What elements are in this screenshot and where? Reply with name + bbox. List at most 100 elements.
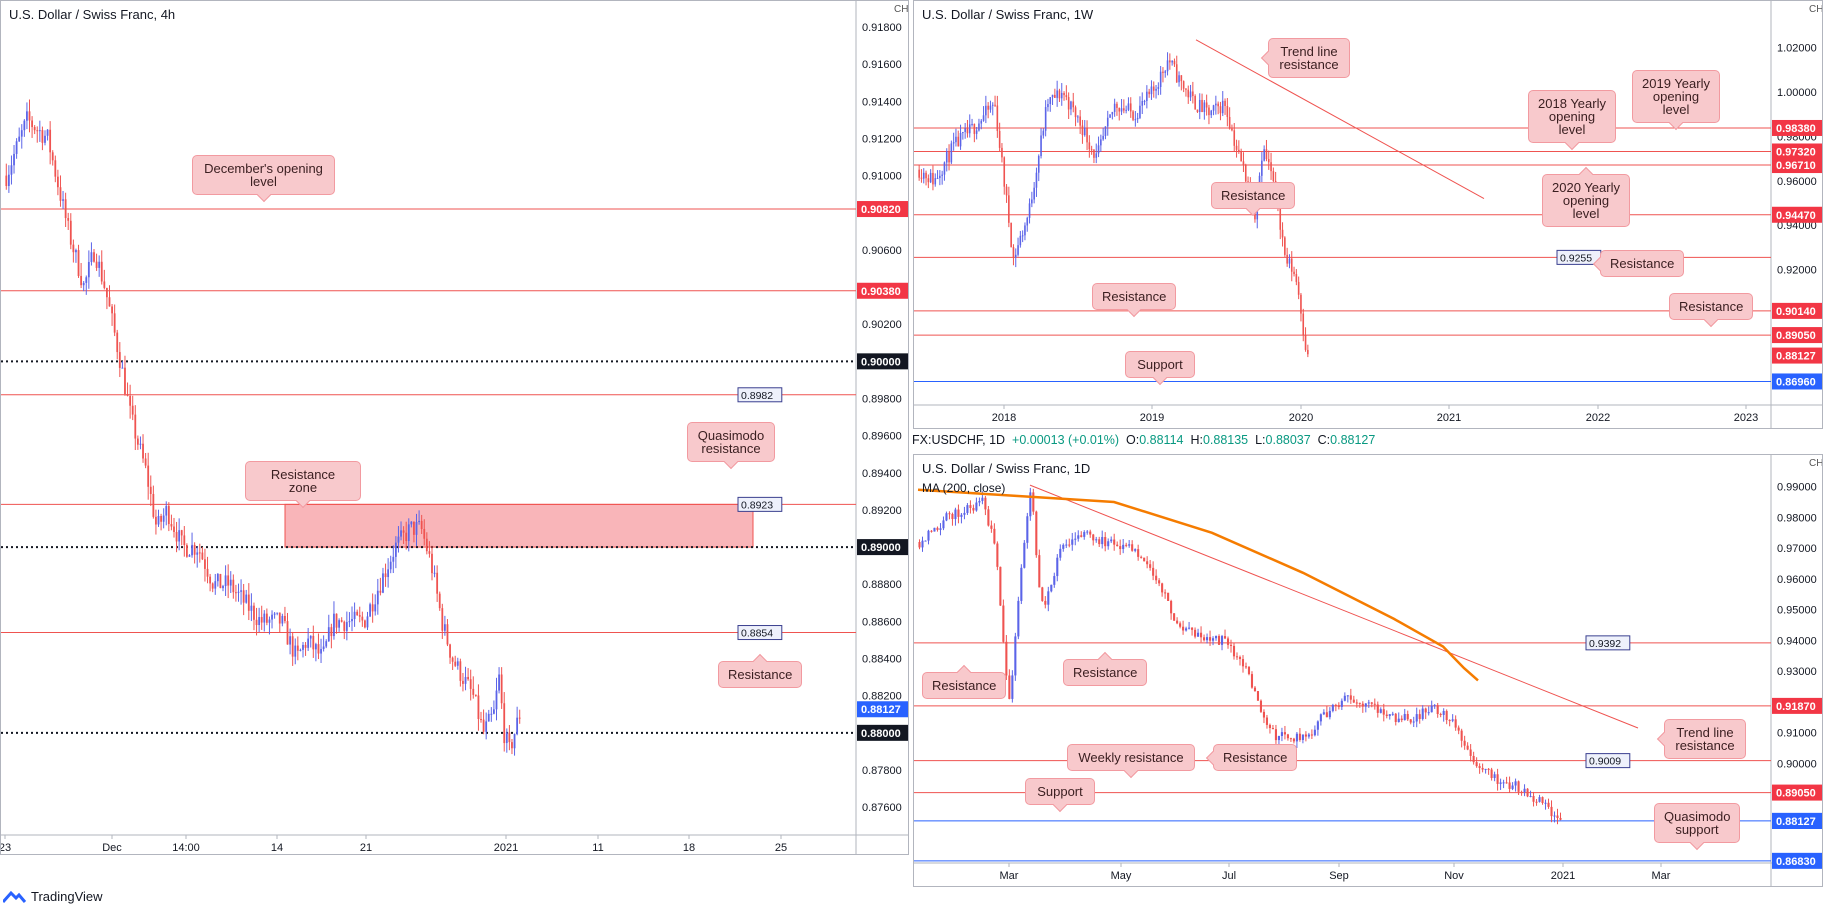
candle-body <box>155 516 157 525</box>
time-tick-label: 2022 <box>1586 412 1610 424</box>
candle-body <box>54 160 57 177</box>
candle-body <box>1083 127 1086 136</box>
tradingview-logo-icon <box>3 890 27 903</box>
callout-support: Support <box>1125 351 1195 378</box>
candle-body <box>1292 738 1295 742</box>
chart-panel-1d[interactable]: CHF 0.99000 0.98000 0.97000 0.96000 0.95000 0.… <box>913 454 1823 887</box>
candle-body <box>139 443 142 445</box>
candle-body <box>1210 110 1213 116</box>
candle-body <box>100 261 103 282</box>
candle-body <box>1060 92 1063 99</box>
candle-body <box>1263 149 1265 161</box>
candle-body <box>1457 727 1460 731</box>
time-tick-label: 2019 <box>1140 412 1164 424</box>
candle-body <box>227 575 230 586</box>
price-tick-label: 0.92000 <box>1777 265 1817 277</box>
candle-body <box>1189 91 1192 98</box>
price-tag-label: 0.88127 <box>1776 816 1816 828</box>
candle-body <box>941 174 943 176</box>
candle-body <box>1300 294 1302 314</box>
candle-body <box>462 680 464 684</box>
candle-body <box>480 719 482 721</box>
candle-body <box>1179 623 1182 627</box>
chart-panel-1w[interactable]: CHF1.020001.000000.980000.960000.940000.… <box>913 0 1823 429</box>
close-label: C: <box>1317 433 1331 447</box>
candle-body <box>1559 817 1562 820</box>
candle-body <box>1217 103 1219 107</box>
candle-body <box>1340 700 1343 707</box>
candle-body <box>338 620 341 628</box>
candle-body <box>413 521 415 535</box>
price-tick-label: 0.89800 <box>862 393 902 405</box>
candle-body <box>124 367 126 395</box>
candle-body <box>1409 719 1412 723</box>
candle-body <box>1297 281 1300 295</box>
candle-body <box>1116 544 1119 547</box>
time-tick-label: 2021 <box>494 842 518 854</box>
price-axis-unit: CHF <box>1809 458 1823 469</box>
price-tick-label: 0.91000 <box>1777 728 1817 740</box>
callout-support: Support <box>1025 778 1095 805</box>
candle-body <box>936 178 939 180</box>
candle-body <box>922 172 925 179</box>
candle-body <box>345 622 348 631</box>
price-tag-label: 0.86960 <box>1776 376 1816 388</box>
candle-body <box>80 275 83 286</box>
candle-body <box>948 513 951 515</box>
price-tag <box>857 724 908 741</box>
candle-body <box>1194 95 1196 110</box>
candle-body <box>1535 801 1538 803</box>
candle-body <box>975 130 978 134</box>
candle-body <box>1005 641 1008 676</box>
price-box-label: 0.8854 <box>741 628 773 640</box>
candle-body <box>955 136 957 143</box>
resistance-zone <box>284 503 754 548</box>
candle-body <box>1180 75 1183 82</box>
candle-body <box>1517 781 1520 792</box>
price-tick-label: 0.91600 <box>862 59 902 71</box>
candle-body <box>1400 718 1403 721</box>
candle-body <box>1042 130 1045 136</box>
candle-body <box>1119 546 1122 550</box>
candle-body <box>216 573 219 582</box>
candle-body <box>1295 733 1298 742</box>
candle-body <box>1148 91 1150 95</box>
candle-body <box>436 572 439 594</box>
candle-body <box>1002 605 1005 642</box>
candle-body <box>1191 627 1194 630</box>
candle-body <box>1038 555 1041 588</box>
candle-body <box>1141 101 1144 106</box>
candle-body <box>317 644 320 654</box>
candle-body <box>511 742 513 749</box>
candle-body <box>1301 734 1304 740</box>
candle-body <box>374 604 377 612</box>
chart-panel-4h[interactable]: CHF 0.91800 0.91600 0.91400 0.91200 0.91000 0.… <box>0 0 909 855</box>
candle-body <box>340 620 343 622</box>
chart-4h-canvas[interactable]: CHF 0.91800 0.91600 0.91400 0.91200 0.91000 0.… <box>1 1 909 855</box>
tradingview-branding[interactable]: TradingView <box>3 889 103 904</box>
candle-body <box>945 513 948 521</box>
price-tag <box>1772 852 1822 869</box>
time-tick-label: 2018 <box>992 412 1016 424</box>
candle-body <box>1102 135 1104 140</box>
candle-body <box>493 709 495 714</box>
candle-body <box>1493 774 1496 779</box>
candle-body <box>1194 629 1197 637</box>
chart-1w-canvas[interactable]: CHF1.020001.000000.980000.960000.940000.… <box>914 1 1823 429</box>
candle-body <box>255 619 258 626</box>
candle-body <box>1253 687 1257 692</box>
callout-2020-yearly: 2020 Yearly opening level <box>1542 174 1630 227</box>
candle-body <box>972 507 975 511</box>
price-tick-label: 0.87600 <box>862 802 902 814</box>
candle-body <box>999 566 1002 606</box>
candle-body <box>10 165 13 175</box>
candle-body <box>1019 235 1022 246</box>
candle-body <box>1343 695 1346 701</box>
candle-body <box>284 615 286 622</box>
candle-body <box>1541 797 1544 803</box>
candle-body <box>131 405 134 415</box>
candle-body <box>1077 535 1080 539</box>
price-tick-label: 0.91000 <box>862 171 902 183</box>
chart-1d-canvas[interactable]: CHF 0.99000 0.98000 0.97000 0.96000 0.95000 0.… <box>914 455 1823 887</box>
candle-body <box>1208 107 1210 116</box>
